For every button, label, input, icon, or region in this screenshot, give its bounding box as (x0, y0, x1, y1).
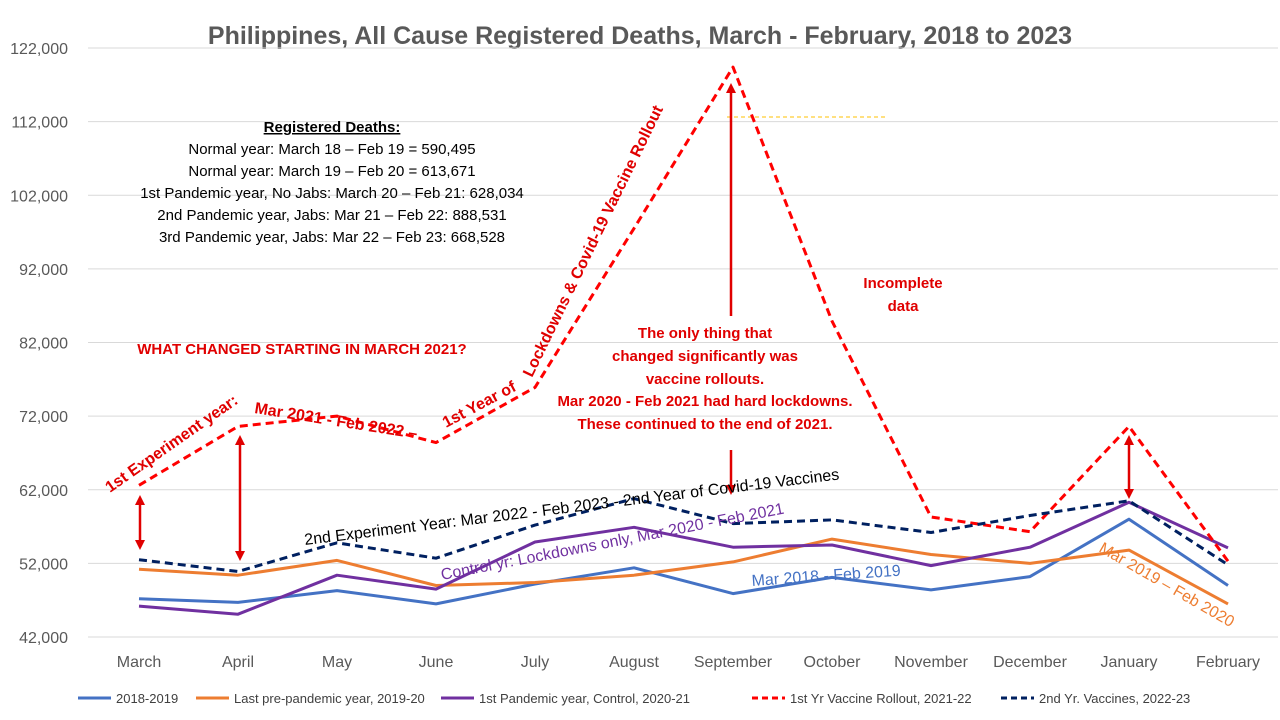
legend-label: 2nd Yr. Vaccines, 2022-23 (1039, 691, 1190, 706)
red-series-label: Mar 2021 - Feb 2022 – (253, 400, 418, 443)
x-tick-label: May (322, 654, 352, 671)
x-tick-label: June (419, 654, 454, 671)
legend: 2018-2019 Last pre-pandemic year, 2019-20… (78, 691, 1190, 706)
center-note-line: The only thing that (638, 325, 772, 342)
y-tick-label: 112,000 (11, 115, 68, 132)
series-line (138, 537, 1229, 606)
center-note-line: Mar 2020 - Feb 2021 had hard lockdowns. (557, 393, 852, 410)
y-axis: 42,000 52,000 62,000 72,000 82,000 92,000 102,… (10, 41, 68, 647)
box-heading: Registered Deaths: (264, 119, 401, 136)
x-tick-label: August (609, 654, 659, 671)
incomplete-line: data (888, 298, 920, 315)
y-tick-label: 42,000 (19, 630, 68, 647)
x-tick-label: April (222, 654, 254, 671)
x-tick-label: March (117, 654, 161, 671)
y-tick-label: 122,000 (10, 41, 68, 58)
series-line (138, 517, 1229, 606)
box-line: 3rd Pandemic year, Jabs: Mar 22 – Feb 23… (159, 229, 505, 246)
series-line (138, 497, 1229, 573)
red-series-label: 1st Experiment year: (103, 392, 242, 496)
x-tick-label: October (804, 654, 862, 671)
red-arrows (135, 83, 1134, 561)
x-axis: March April May June July August September Octo… (117, 654, 1260, 671)
series-line (138, 500, 1229, 616)
chart-title: Philippines, All Cause Registered Deaths… (208, 22, 1072, 50)
box-line: 2nd Pandemic year, Jabs: Mar 21 – Feb 22… (157, 207, 506, 224)
legend-label: Last pre-pandemic year, 2019-20 (234, 691, 425, 706)
center-note-line: changed significantly was (612, 348, 798, 365)
center-note-line: vaccine rollouts. (646, 371, 764, 388)
legend-label: 1st Pandemic year, Control, 2020-21 (479, 691, 690, 706)
y-tick-label: 62,000 (19, 483, 68, 500)
blue-series-label: Mar 2018 - Feb 2019 (751, 563, 901, 590)
box-line: 1st Pandemic year, No Jabs: March 20 – F… (140, 185, 524, 202)
incomplete-line: Incomplete (863, 275, 942, 292)
red-series-label: 1st Year of (440, 378, 520, 431)
y-tick-label: 82,000 (19, 336, 68, 353)
orange-series-label: Mar 2019 – Feb 2020 (1096, 540, 1237, 631)
box-line: Normal year: March 19 – Feb 20 = 613,671 (188, 163, 475, 180)
y-tick-label: 102,000 (10, 188, 68, 205)
x-tick-label: January (1101, 654, 1158, 671)
y-tick-label: 92,000 (19, 262, 68, 279)
box-line: Normal year: March 18 – Feb 19 = 590,495 (188, 141, 475, 158)
y-tick-label: 72,000 (19, 409, 68, 426)
legend-label: 1st Yr Vaccine Rollout, 2021-22 (790, 691, 972, 706)
x-tick-label: December (993, 654, 1067, 671)
incomplete-data-note: Incomplete data (863, 275, 942, 315)
y-tick-label: 52,000 (19, 556, 68, 573)
registered-deaths-box: Registered Deaths: Normal year: March 18… (140, 119, 524, 246)
x-tick-label: February (1196, 654, 1260, 671)
legend-label: 2018-2019 (116, 691, 178, 706)
what-changed-note: WHAT CHANGED STARTING IN MARCH 2021? (137, 341, 466, 358)
series-lines (138, 65, 1230, 616)
x-tick-label: July (521, 654, 549, 671)
center-note: The only thing that changed significantl… (557, 325, 852, 433)
grid (88, 47, 1278, 638)
x-tick-label: September (694, 654, 773, 671)
center-note-line: These continued to the end of 2021. (577, 416, 832, 433)
x-tick-label: November (894, 654, 968, 671)
